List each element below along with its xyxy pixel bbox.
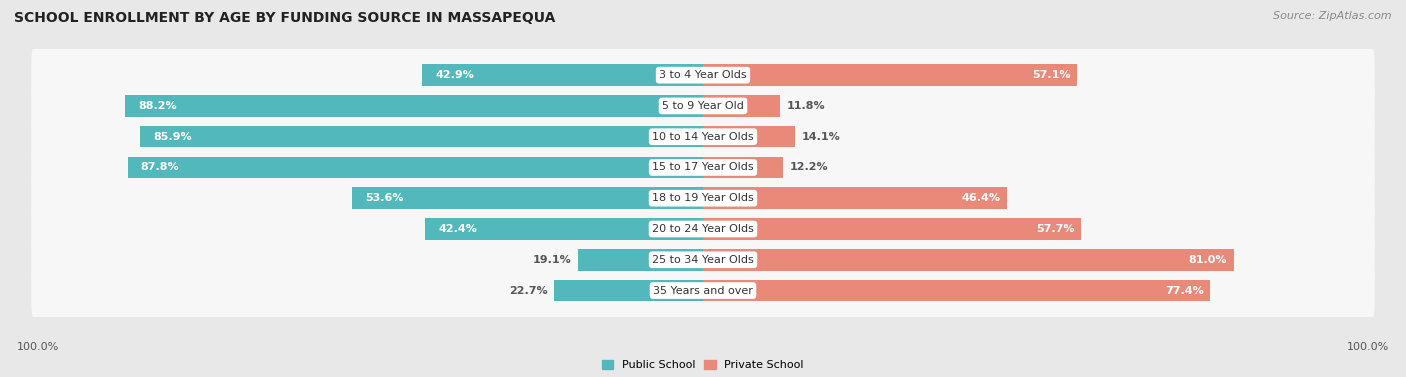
- Text: 88.2%: 88.2%: [138, 101, 177, 111]
- Text: 100.0%: 100.0%: [1347, 342, 1389, 352]
- FancyBboxPatch shape: [31, 77, 1375, 135]
- Bar: [128, 157, 703, 178]
- FancyBboxPatch shape: [31, 139, 1375, 196]
- Bar: [703, 95, 780, 117]
- Text: 42.4%: 42.4%: [439, 224, 477, 234]
- Bar: [125, 95, 703, 117]
- Text: SCHOOL ENROLLMENT BY AGE BY FUNDING SOURCE IN MASSAPEQUA: SCHOOL ENROLLMENT BY AGE BY FUNDING SOUR…: [14, 11, 555, 25]
- Text: 46.4%: 46.4%: [962, 193, 1001, 203]
- Text: 10 to 14 Year Olds: 10 to 14 Year Olds: [652, 132, 754, 142]
- Text: 87.8%: 87.8%: [141, 162, 180, 172]
- Text: 25 to 34 Year Olds: 25 to 34 Year Olds: [652, 255, 754, 265]
- Text: 18 to 19 Year Olds: 18 to 19 Year Olds: [652, 193, 754, 203]
- Text: 12.2%: 12.2%: [790, 162, 828, 172]
- Text: 15 to 17 Year Olds: 15 to 17 Year Olds: [652, 162, 754, 172]
- FancyBboxPatch shape: [31, 262, 1375, 319]
- Bar: [703, 187, 1007, 209]
- Text: 11.8%: 11.8%: [787, 101, 825, 111]
- Text: 100.0%: 100.0%: [17, 342, 59, 352]
- FancyBboxPatch shape: [31, 46, 1375, 104]
- FancyBboxPatch shape: [31, 231, 1375, 288]
- Text: 42.9%: 42.9%: [434, 70, 474, 80]
- Text: 14.1%: 14.1%: [801, 132, 841, 142]
- Text: 19.1%: 19.1%: [533, 255, 571, 265]
- Text: 20 to 24 Year Olds: 20 to 24 Year Olds: [652, 224, 754, 234]
- Text: 22.7%: 22.7%: [509, 285, 548, 296]
- Text: 81.0%: 81.0%: [1188, 255, 1227, 265]
- Text: 57.1%: 57.1%: [1032, 70, 1070, 80]
- FancyBboxPatch shape: [31, 108, 1375, 165]
- Bar: [578, 249, 703, 271]
- Text: 53.6%: 53.6%: [366, 193, 404, 203]
- Bar: [703, 64, 1077, 86]
- Bar: [422, 64, 703, 86]
- Bar: [703, 157, 783, 178]
- Bar: [703, 126, 796, 147]
- Text: 85.9%: 85.9%: [153, 132, 191, 142]
- Bar: [425, 218, 703, 240]
- Bar: [703, 249, 1233, 271]
- Text: 5 to 9 Year Old: 5 to 9 Year Old: [662, 101, 744, 111]
- Text: 3 to 4 Year Olds: 3 to 4 Year Olds: [659, 70, 747, 80]
- Bar: [554, 280, 703, 301]
- Bar: [141, 126, 703, 147]
- Bar: [703, 218, 1081, 240]
- Text: Source: ZipAtlas.com: Source: ZipAtlas.com: [1274, 11, 1392, 21]
- Text: 57.7%: 57.7%: [1036, 224, 1074, 234]
- FancyBboxPatch shape: [31, 201, 1375, 257]
- Text: 77.4%: 77.4%: [1164, 285, 1204, 296]
- Legend: Public School, Private School: Public School, Private School: [602, 360, 804, 370]
- Bar: [352, 187, 703, 209]
- FancyBboxPatch shape: [31, 170, 1375, 227]
- Bar: [703, 280, 1211, 301]
- Text: 35 Years and over: 35 Years and over: [652, 285, 754, 296]
